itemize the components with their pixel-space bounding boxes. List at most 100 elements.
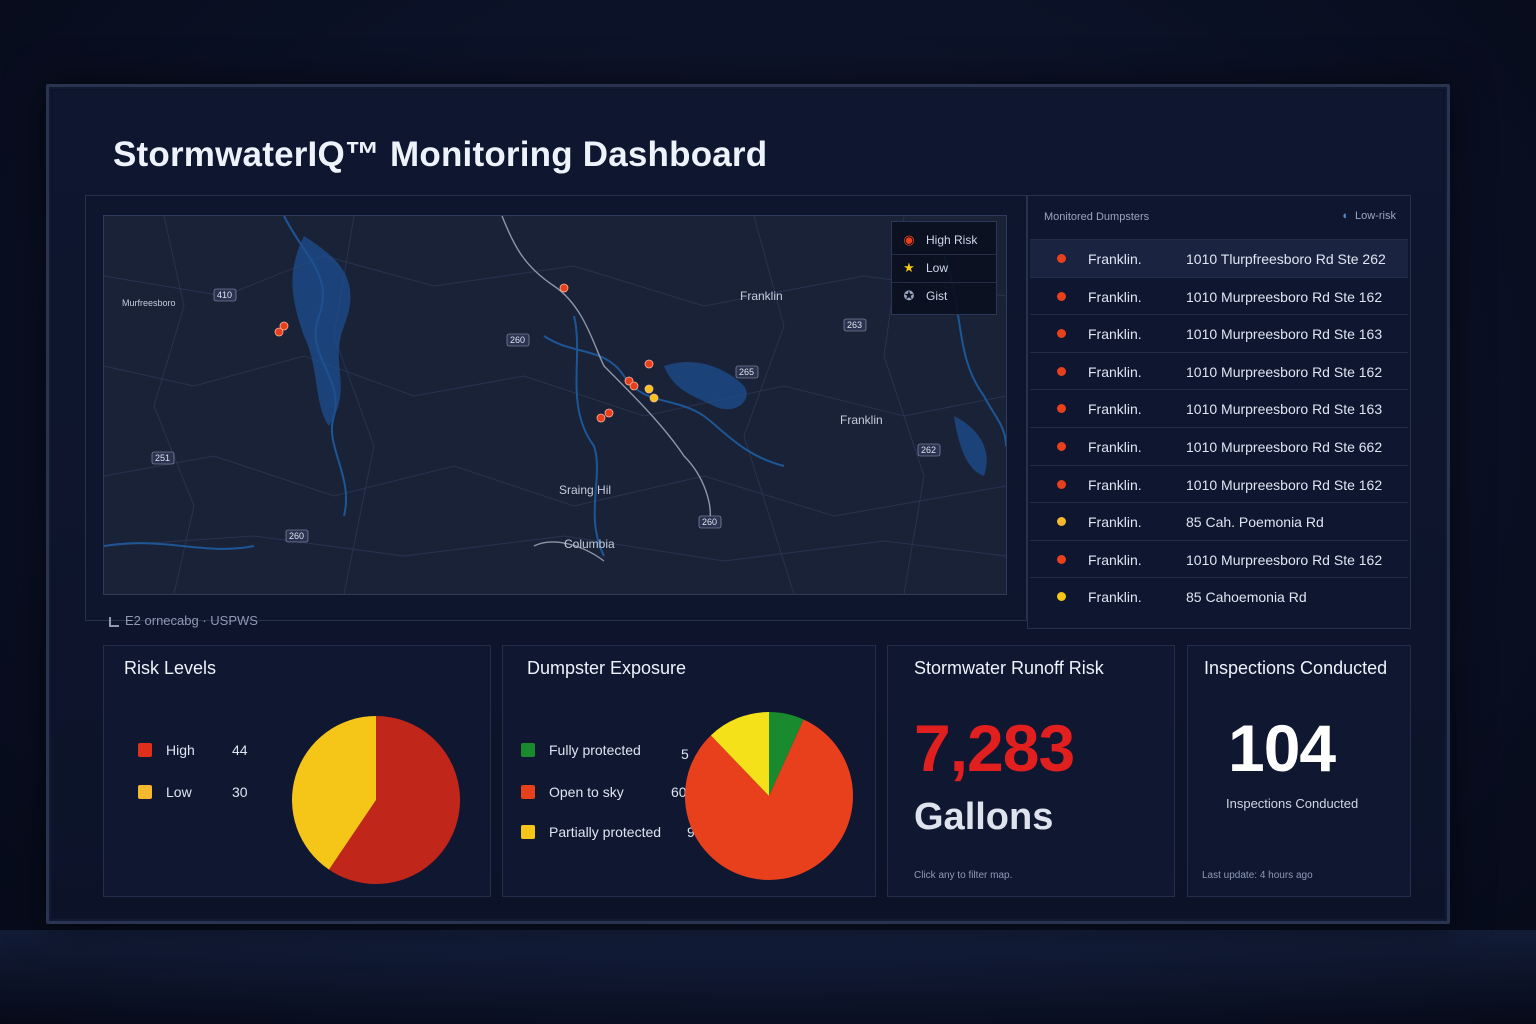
floor-reflection <box>0 930 1536 1024</box>
card-title: Risk Levels <box>124 658 217 678</box>
legend-value: 60 <box>671 784 687 800</box>
dashboard-screen: StormwaterIQ™ Monitoring Dashboard <box>53 91 1443 917</box>
legend-value: 44 <box>232 742 248 758</box>
legend-label: Partially protected <box>549 824 662 840</box>
high-risk-marker[interactable] <box>644 359 654 369</box>
legend-label: Low <box>166 784 192 800</box>
list-row[interactable]: Franklin. 1010 Murpreesboro Rd Ste 163 <box>1030 389 1408 427</box>
card-title: Stormwater Runoff Risk <box>914 658 1104 678</box>
dumpster-list-panel: Monitored Dumpsters ◐ Low-risk Franklin. 1… <box>1027 195 1411 629</box>
pie-slice-partially-protected[interactable] <box>710 712 769 796</box>
legend-label: High Risk <box>926 233 978 247</box>
list-header: Monitored Dumpsters ◐ Low-risk <box>1028 196 1410 238</box>
low-risk-marker[interactable] <box>644 384 654 394</box>
row-city: Franklin. <box>1088 288 1142 305</box>
list-row[interactable]: Franklin. 1010 Murpreesboro Rd Ste 163 <box>1030 314 1408 352</box>
swatch <box>521 785 535 799</box>
high-risk-marker[interactable] <box>279 321 289 331</box>
legend-gist[interactable]: ✪ Gist <box>892 282 996 310</box>
route-shield: 251 <box>155 453 170 463</box>
risk-levels-pie[interactable] <box>286 710 466 890</box>
card-title: Dumpster Exposure <box>527 658 687 678</box>
route-shield: 260 <box>510 335 525 345</box>
pie-slice-open-to-sky[interactable] <box>685 719 853 880</box>
list-row[interactable]: Franklin. 1010 Murpreesboro Rd Ste 162 <box>1030 464 1408 503</box>
high-risk-dot-icon <box>1057 404 1066 414</box>
row-address: 1010 Murpreesboro Rd Ste 162 <box>1186 288 1383 305</box>
high-risk-marker[interactable] <box>596 413 606 423</box>
legend-value: 5 <box>681 746 689 762</box>
map-legend: ◉ High Risk ★ Low ✪ Gist <box>891 221 997 315</box>
list-row[interactable]: Franklin. 85 Cahoemonia Rd <box>1030 577 1408 615</box>
pie-slice-high[interactable] <box>328 716 460 884</box>
map-label: Franklin <box>840 413 883 427</box>
map-caption-text: E2 ornecabg · USPWS <box>125 613 258 628</box>
map-canvas[interactable]: Franklin Franklin Sraing Hil Columbia Mu… <box>104 216 1006 594</box>
map-label: Murfreesboro <box>122 298 176 308</box>
route-shield: 263 <box>847 320 862 330</box>
dumpster-exposure-card[interactable]: Dumpster Exposure Fully protected 5 Open… <box>502 645 876 897</box>
legend-label: Open to sky <box>549 784 624 800</box>
high-risk-dot-icon <box>1057 366 1066 376</box>
high-risk-icon: ◉ <box>903 232 915 247</box>
row-city: Franklin. <box>1088 476 1142 493</box>
row-city: Franklin. <box>1088 251 1142 267</box>
runoff-value: 7,283 <box>914 711 1075 785</box>
row-city: Franklin. <box>1088 439 1142 455</box>
risk-levels-card[interactable]: Risk Levels High 44 Low 30 <box>103 645 491 897</box>
route-shield: 260 <box>289 531 304 541</box>
map-label: Columbia <box>564 537 615 551</box>
row-city: Franklin. <box>1088 363 1142 380</box>
pie-slice-low[interactable] <box>292 716 376 870</box>
runoff-risk-card[interactable]: Stormwater Runoff Risk 7,283 Gallons Cli… <box>887 645 1175 897</box>
risk-map[interactable]: Franklin Franklin Sraing Hil Columbia Mu… <box>103 215 1007 595</box>
filter-hint: Click any to filter map. <box>914 870 1013 881</box>
swatch <box>138 743 152 757</box>
low-risk-marker[interactable] <box>649 393 659 403</box>
list-row[interactable]: Franklin. 1010 Murpreesboro Rd Ste 162 <box>1030 351 1408 390</box>
map-label: Sraing Hil <box>559 483 611 497</box>
legend-high-risk[interactable]: ◉ High Risk <box>892 226 996 255</box>
high-risk-dot-icon <box>1057 479 1066 489</box>
legend-label: Low <box>926 261 949 275</box>
exposure-pie[interactable] <box>679 706 859 886</box>
route-shield: 265 <box>739 367 754 377</box>
row-address: 85 Cahoemonia Rd <box>1186 589 1307 606</box>
list-row[interactable]: Franklin. 1010 Tlurpfreesboro Rd Ste 262 <box>1030 239 1408 277</box>
inspections-card[interactable]: Inspections Conducted 104 Inspections Co… <box>1187 645 1411 897</box>
route-shield: 262 <box>921 445 936 455</box>
legend-low[interactable]: ★ Low <box>892 254 996 283</box>
low-risk-filter[interactable]: ◐ Low-risk <box>1342 210 1396 222</box>
high-risk-marker[interactable] <box>629 381 639 391</box>
swatch <box>521 825 535 839</box>
map-label: Franklin <box>740 289 783 303</box>
inspections-value: 104 <box>1228 711 1336 785</box>
corner-icon <box>109 616 119 627</box>
row-city: Franklin. <box>1088 514 1142 531</box>
route-shield: 260 <box>702 517 717 527</box>
row-address: 1010 Tlurpfreesboro Rd Ste 262 <box>1186 251 1386 267</box>
row-city: Franklin. <box>1088 589 1142 606</box>
filter-icon: ◐ <box>1342 210 1350 222</box>
row-address: 85 Cah. Poemonia Rd <box>1186 514 1324 531</box>
list-row[interactable]: Franklin. 1010 Murpreesboro Rd Ste 162 <box>1030 539 1408 578</box>
high-risk-marker[interactable] <box>559 283 569 293</box>
legend-value: 30 <box>232 784 248 800</box>
filter-label: Low-risk <box>1355 210 1396 222</box>
row-address: 1010 Murpreesboro Rd Ste 662 <box>1186 439 1383 455</box>
list-row[interactable]: Franklin. 1010 Murpreesboro Rd Ste 662 <box>1030 427 1408 465</box>
list-row[interactable]: Franklin. 1010 Murpreesboro Rd Ste 162 <box>1030 276 1408 315</box>
pin-icon: ✪ <box>903 288 915 303</box>
row-city: Franklin. <box>1088 326 1142 343</box>
high-risk-marker[interactable] <box>274 327 284 337</box>
high-risk-dot-icon <box>1057 554 1066 564</box>
high-risk-marker[interactable] <box>604 408 614 418</box>
row-city: Franklin. <box>1088 551 1142 568</box>
monitor-frame: StormwaterIQ™ Monitoring Dashboard <box>46 84 1450 924</box>
row-address: 1010 Murpreesboro Rd Ste 162 <box>1186 551 1383 568</box>
list-row[interactable]: Franklin. 85 Cah. Poemonia Rd <box>1030 502 1408 540</box>
legend-label: Fully protected <box>549 742 641 758</box>
high-risk-dot-icon <box>1057 329 1066 339</box>
pie-slice-fully-protected[interactable] <box>769 712 804 796</box>
high-risk-dot-icon <box>1057 254 1066 263</box>
